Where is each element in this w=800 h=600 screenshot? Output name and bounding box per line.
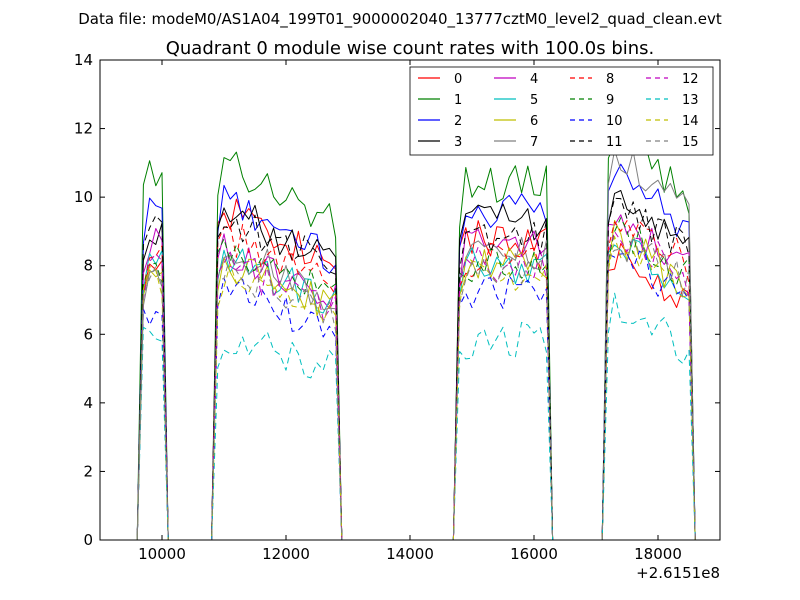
y-tick-label: 6 bbox=[83, 325, 93, 343]
legend-label-13: 13 bbox=[682, 93, 699, 108]
series-layer bbox=[136, 142, 696, 541]
series-line-3 bbox=[136, 190, 696, 541]
legend-label-8: 8 bbox=[606, 72, 614, 87]
series-line-10 bbox=[136, 250, 696, 541]
legend-label-10: 10 bbox=[606, 114, 623, 129]
legend-label-14: 14 bbox=[682, 114, 699, 129]
legend-label-9: 9 bbox=[606, 93, 614, 108]
x-offset-label: +2.6151e8 bbox=[636, 564, 720, 582]
legend-label-1: 1 bbox=[454, 93, 462, 108]
legend-label-0: 0 bbox=[454, 72, 462, 87]
legend-label-7: 7 bbox=[530, 135, 538, 150]
series-line-11 bbox=[136, 197, 696, 541]
y-tick-label: 4 bbox=[83, 394, 93, 412]
x-tick-label: 12000 bbox=[262, 545, 310, 563]
y-tick-label: 14 bbox=[74, 51, 93, 69]
legend-label-3: 3 bbox=[454, 135, 462, 150]
x-tick-label: 16000 bbox=[510, 545, 558, 563]
series-line-0 bbox=[136, 198, 696, 541]
legend-label-11: 11 bbox=[606, 135, 623, 150]
figure-suptitle: Data file: modeM0/AS1A04_199T01_90000020… bbox=[78, 10, 722, 29]
series-line-9 bbox=[136, 217, 696, 541]
legend-label-2: 2 bbox=[454, 114, 462, 129]
series-line-13 bbox=[136, 292, 696, 541]
series-line-15 bbox=[136, 235, 696, 541]
legend-label-4: 4 bbox=[530, 72, 538, 87]
legend-frame bbox=[409, 66, 714, 156]
y-tick-label: 2 bbox=[83, 462, 93, 480]
legend-label-5: 5 bbox=[530, 93, 538, 108]
x-tick-label: 18000 bbox=[634, 545, 682, 563]
chart-title: Quadrant 0 module wise count rates with … bbox=[166, 38, 655, 59]
legend-label-15: 15 bbox=[682, 135, 699, 150]
y-tick-label: 10 bbox=[74, 188, 93, 206]
series-line-12 bbox=[136, 231, 696, 541]
x-tick-label: 14000 bbox=[386, 545, 434, 563]
y-tick-label: 8 bbox=[83, 257, 93, 275]
y-tick-label: 12 bbox=[74, 120, 93, 138]
legend-label-12: 12 bbox=[682, 72, 699, 87]
x-tick-label: 10000 bbox=[138, 545, 186, 563]
legend-label-6: 6 bbox=[530, 114, 538, 129]
series-line-14 bbox=[136, 236, 696, 541]
y-tick-label: 0 bbox=[83, 531, 93, 549]
